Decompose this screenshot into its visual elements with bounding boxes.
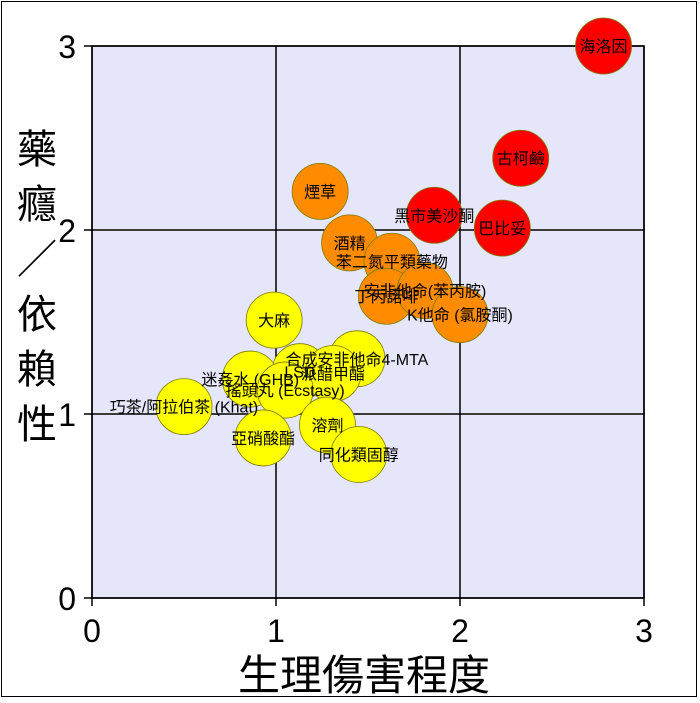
data-point xyxy=(291,162,349,220)
data-point xyxy=(245,291,303,349)
data-label: 合成安非他命4-MTA xyxy=(286,351,429,369)
x-tick-label: 1 xyxy=(267,613,285,649)
data-point xyxy=(473,199,531,257)
data-label: 亞硝酸酯 xyxy=(231,430,295,448)
data-label: 煙草 xyxy=(304,183,336,201)
data-point xyxy=(431,286,489,344)
data-label: 酒精 xyxy=(334,235,366,253)
data-label: 大麻 xyxy=(258,312,290,330)
data-label: LSD xyxy=(284,365,315,382)
data-label: 苯二氮平類藥物 xyxy=(336,253,448,271)
data-point xyxy=(155,378,213,436)
y-axis-label-char: 賴 xyxy=(17,347,57,393)
y-tick-label: 3 xyxy=(58,29,76,65)
data-label: 迷姦水 (GHB) xyxy=(201,371,299,389)
grid-lines xyxy=(91,45,645,599)
y-axis-label-char: 癮 xyxy=(17,182,57,228)
y-tick-label: 1 xyxy=(58,397,76,433)
axis-ticks: 0 1 2 3 0 1 2 3 xyxy=(58,29,653,649)
y-axis-label-char: 依 xyxy=(17,292,57,338)
data-points xyxy=(155,17,632,483)
x-tick-label: 2 xyxy=(451,613,469,649)
y-tick-label: 0 xyxy=(58,581,76,617)
data-label: 安非他命(苯丙胺) xyxy=(364,283,487,301)
x-tick-label: 3 xyxy=(635,613,653,649)
data-label: 海洛因 xyxy=(580,38,628,56)
data-label: 巴比妥 xyxy=(478,220,526,238)
data-label: 巧茶/阿拉伯茶 (Khat) xyxy=(110,399,258,417)
data-point xyxy=(575,17,632,75)
data-point xyxy=(256,361,314,419)
y-axis-label-char: 性 xyxy=(17,402,57,448)
data-point xyxy=(330,426,388,483)
data-point xyxy=(405,186,463,244)
data-label: 溶劑 xyxy=(312,417,344,435)
data-label: K他命 (氯胺酮) xyxy=(407,307,513,325)
data-point xyxy=(492,129,550,187)
y-axis-label-char: 藥 xyxy=(17,127,57,173)
x-tick-label: 0 xyxy=(83,613,101,649)
y-tick-label: 2 xyxy=(58,213,76,249)
data-point xyxy=(234,409,292,467)
x-axis-label: 生理傷害程度 xyxy=(237,651,490,700)
y-axis-label-char: ／ xyxy=(17,237,57,283)
data-label: 搖頭丸 (Ecstasy) xyxy=(226,382,345,400)
plot-area xyxy=(91,45,645,599)
data-label: 丁丙諾啡 xyxy=(354,288,418,306)
data-label: 同化類固醇 xyxy=(319,446,399,464)
data-label: 古柯鹼 xyxy=(497,150,545,168)
data-label: 派醋甲酯 xyxy=(301,366,365,384)
data-label: 黑市美沙酮 xyxy=(394,207,474,225)
